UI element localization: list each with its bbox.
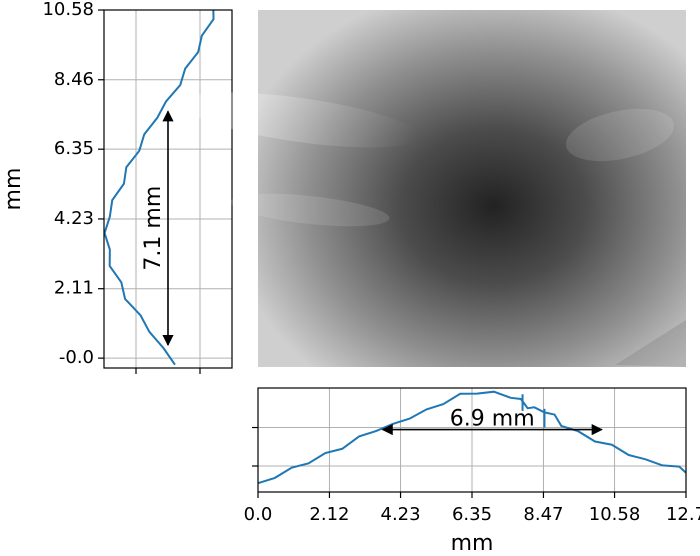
left-ticks <box>98 9 201 374</box>
bottom-xtick-label: 12.7 <box>666 504 700 525</box>
bottom-width-label: 6.9 mm <box>450 407 535 432</box>
left-ylabel: mm <box>1 168 26 211</box>
left-plot-frame <box>103 9 233 369</box>
left-ytick-label: 10.58 <box>42 0 94 20</box>
left-profile-line <box>103 9 215 366</box>
bottom-grid <box>257 388 687 492</box>
left-ytick-label: 4.23 <box>54 208 94 229</box>
bottom-xtick-label: 4.23 <box>381 504 421 525</box>
bottom-xlabel: mm <box>451 531 494 556</box>
left-width-label: 7.1 mm <box>141 186 166 271</box>
bottom-xtick-label: 8.47 <box>523 504 563 525</box>
grayscale-image <box>181 10 686 367</box>
left-ytick-labels: -0.0 2.11 4.23 6.35 8.46 10.58 <box>42 0 94 368</box>
left-ytick-label: 8.46 <box>54 69 94 90</box>
bottom-profile-line <box>257 390 687 485</box>
bottom-xtick-label: 2.12 <box>309 504 349 525</box>
left-ytick-label: 2.11 <box>54 278 94 299</box>
left-profile-panel: -0.0 2.11 4.23 6.35 8.46 10.58 mm 7.1 mm <box>1 0 233 374</box>
bottom-ticks <box>252 426 687 498</box>
left-ytick-label: -0.0 <box>59 347 94 368</box>
bottom-xtick-label: 6.35 <box>452 504 492 525</box>
left-ytick-label: 6.35 <box>54 138 94 159</box>
bottom-profile-panel: 0.0 2.12 4.23 6.35 8.47 10.58 12.7 mm 6.… <box>244 387 700 556</box>
bottom-xtick-label: 0.0 <box>244 504 273 525</box>
bottom-xtick-labels: 0.0 2.12 4.23 6.35 8.47 10.58 12.7 <box>244 504 700 525</box>
bottom-xtick-label: 10.58 <box>589 504 641 525</box>
